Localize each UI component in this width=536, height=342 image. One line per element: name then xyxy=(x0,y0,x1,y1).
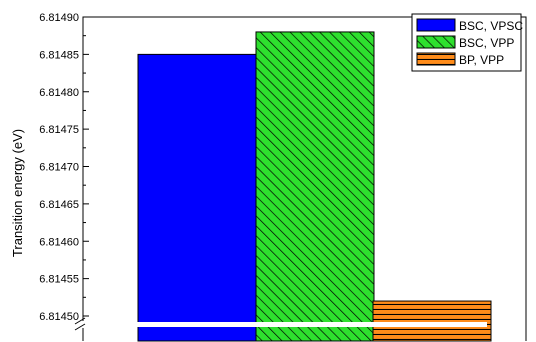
axis-break-mark xyxy=(74,317,86,325)
axis-break-gap xyxy=(80,321,86,328)
y-tick-label: 6.81460 xyxy=(39,236,79,248)
bar-bp-vpp xyxy=(372,300,492,342)
bars-group xyxy=(84,31,492,342)
y-axis-title: Transition energy (eV) xyxy=(10,129,25,257)
y-axis: 6.81450 6.81455 6.81460 6.81465 6.81470 6.814… xyxy=(39,12,527,341)
y-tick-label: 6.81455 xyxy=(39,274,79,286)
y-tick-label: 6.81465 xyxy=(39,199,79,211)
legend-swatch xyxy=(416,18,456,32)
bar-bsc-vpp xyxy=(255,31,375,342)
y-tick-label: 6.81480 xyxy=(39,87,79,99)
axis-break-band xyxy=(84,322,487,327)
y-tick-label: 6.81475 xyxy=(39,124,79,136)
legend: BSC, VPSC BSC, VPP BP, VPP xyxy=(411,13,523,72)
y-tick-label: 6.81490 xyxy=(39,12,79,24)
legend-label: BSC, VPP xyxy=(459,36,514,50)
legend-label: BSC, VPSC xyxy=(459,19,523,33)
y-tick-label: 6.81470 xyxy=(39,162,79,174)
y-tick-label: 6.81485 xyxy=(39,49,79,61)
legend-swatch xyxy=(416,35,456,49)
bar-bsc-vpsc xyxy=(137,53,257,342)
legend-swatch xyxy=(416,52,456,66)
legend-label: BP, VPP xyxy=(459,53,504,67)
plot-frame xyxy=(82,16,527,341)
y-tick-label: 6.81450 xyxy=(39,311,79,323)
axis-break-mark xyxy=(74,323,86,331)
